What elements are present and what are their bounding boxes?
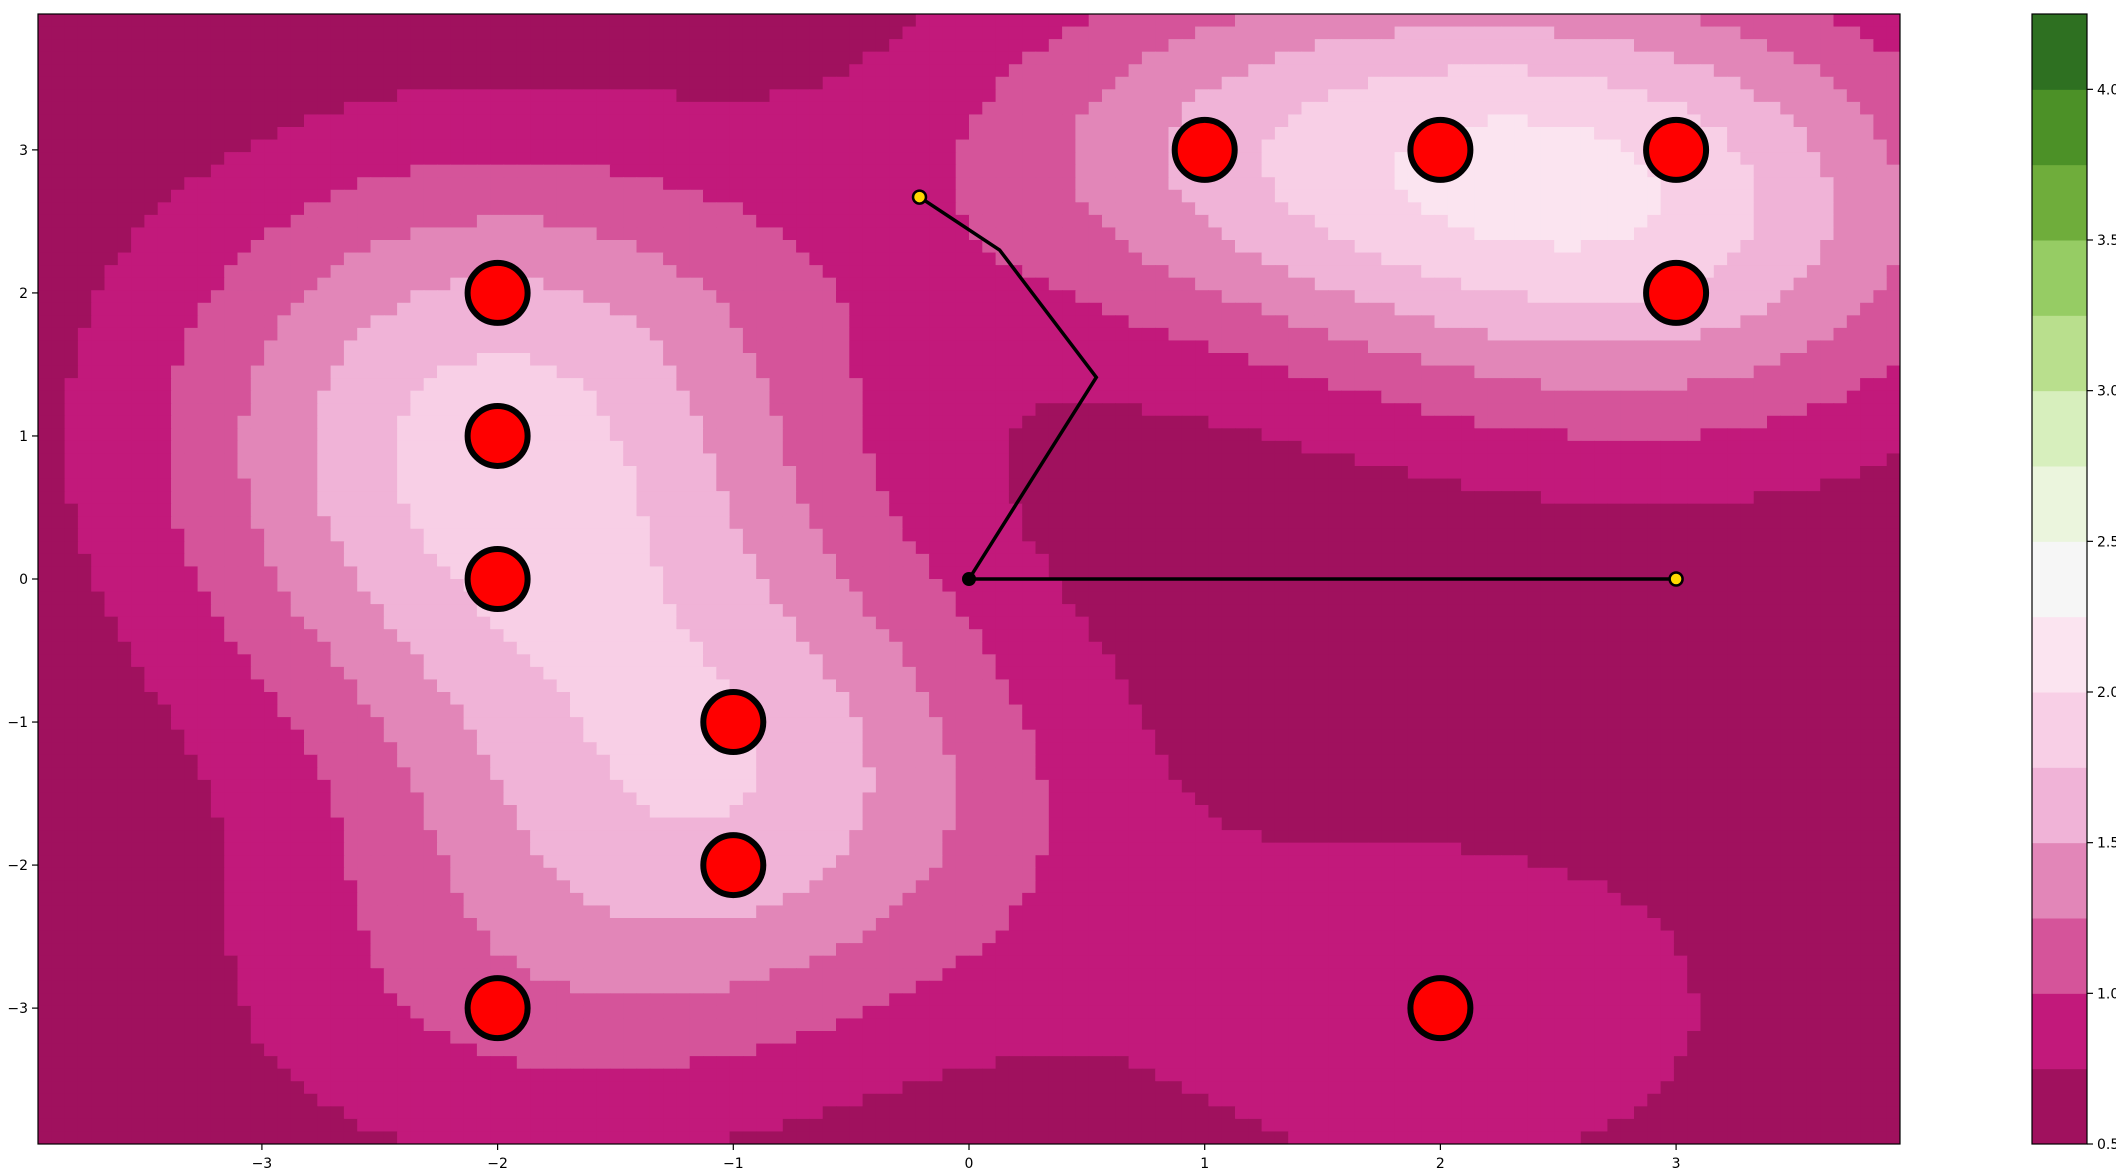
- trajectory-path-2: [918, 195, 1099, 580]
- y-tick-label: 0: [19, 572, 28, 588]
- colorbar-band: [2032, 616, 2087, 693]
- colorbar-tick-label: 4.0: [2097, 82, 2116, 98]
- target-marker: [464, 546, 531, 612]
- contour-heatmap: [38, 14, 1900, 1144]
- colorbar: 0.5 1.0 1.5 2.0 2.5 3.0 3.5 4.0: [2031, 13, 2116, 1153]
- colorbar-band: [2032, 466, 2087, 542]
- x-tick-label: 3: [1672, 1156, 1681, 1169]
- target-marker: [700, 689, 767, 756]
- target-marker: [464, 402, 531, 469]
- x-tick-label: −1: [723, 1156, 744, 1169]
- colorbar-tick-label: 2.5: [2097, 534, 2116, 550]
- colorbar-tick-label: 2.0: [2097, 685, 2116, 701]
- colorbar-band: [2032, 767, 2087, 844]
- colorbar-band: [2032, 164, 2087, 241]
- colorbar-band: [2032, 315, 2087, 392]
- target-marker: [1407, 116, 1474, 183]
- target-marker: [1407, 975, 1474, 1042]
- colorbar-tick-label: 3.5: [2097, 233, 2116, 249]
- x-tick-label: 1: [1200, 1156, 1209, 1169]
- colorbar-band: [2032, 14, 2087, 90]
- y-tick-label: −2: [7, 858, 28, 874]
- target-marker: [700, 832, 767, 899]
- y-tick-label: −3: [7, 1001, 28, 1017]
- colorbar-frame: [2031, 13, 2088, 1145]
- target-marker: [1643, 116, 1710, 183]
- y-tick-label: −1: [7, 715, 28, 731]
- x-axis: −3 −2 −1 0 1 2 3: [252, 1144, 1681, 1169]
- endpoint-marker: [911, 189, 928, 205]
- target-marker: [1643, 259, 1710, 326]
- colorbar-band: [2032, 918, 2087, 994]
- colorbar-band: [2032, 541, 2087, 618]
- colorbar-band: [2032, 390, 2087, 467]
- x-tick-label: −2: [487, 1156, 508, 1169]
- y-tick-label: 1: [19, 429, 28, 445]
- target-markers: [464, 116, 1710, 1042]
- colorbar-band: [2032, 692, 2087, 768]
- colorbar-band: [2032, 89, 2087, 166]
- colorbar-tick-label: 3.0: [2097, 384, 2116, 400]
- colorbar-band: [2032, 993, 2087, 1070]
- colorbar-tick-label: 1.0: [2097, 986, 2116, 1002]
- trajectory-paths: [918, 195, 1677, 581]
- y-tick-label: 2: [19, 286, 28, 302]
- plot-area: [37, 13, 1901, 1145]
- endpoint-marker: [1668, 571, 1684, 587]
- colorbar-band: [2032, 240, 2087, 316]
- colorbar-tick-label: 1.5: [2097, 836, 2116, 852]
- target-marker: [464, 975, 531, 1042]
- target-marker: [1171, 116, 1238, 183]
- x-tick-label: 0: [965, 1156, 974, 1169]
- colorbar-band: [2032, 842, 2087, 919]
- origin-point: [962, 572, 976, 586]
- target-marker: [464, 259, 531, 326]
- colorbar-band: [2032, 1068, 2087, 1145]
- y-axis: −3 −2 −1 0 1 2 3: [7, 143, 38, 1017]
- x-tick-label: −3: [252, 1156, 273, 1169]
- y-tick-label: 3: [19, 143, 28, 159]
- colorbar-tick-label: 0.5: [2097, 1137, 2116, 1153]
- x-tick-label: 2: [1436, 1156, 1445, 1169]
